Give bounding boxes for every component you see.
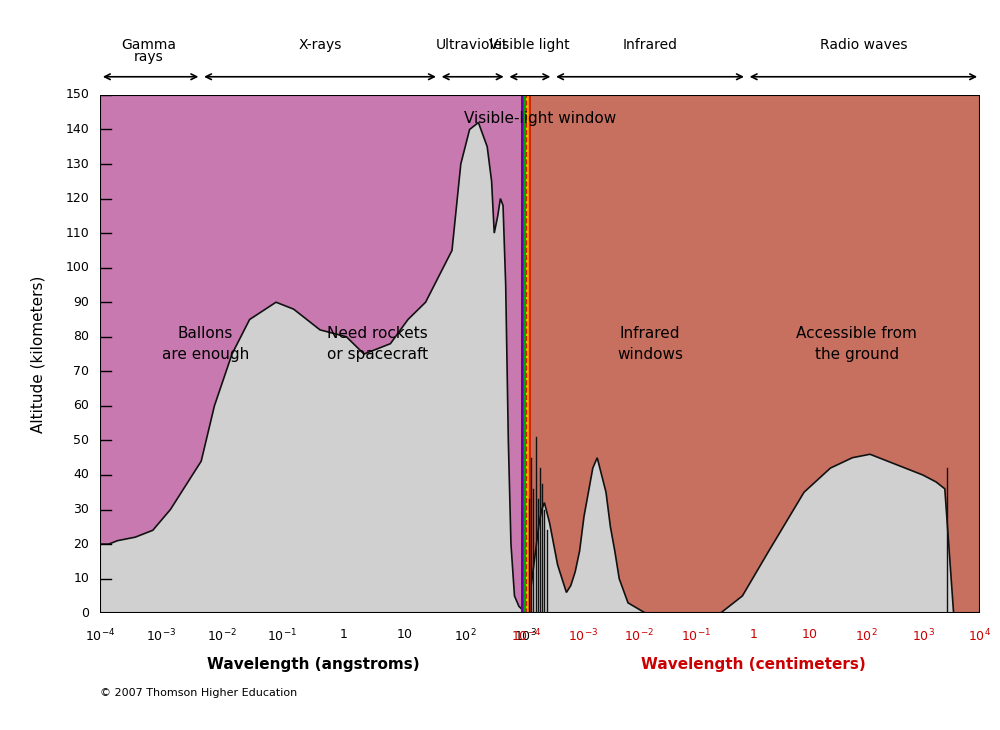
Text: Ultraviolet: Ultraviolet bbox=[436, 39, 508, 53]
Text: 70: 70 bbox=[73, 365, 89, 378]
Text: Accessible from
the ground: Accessible from the ground bbox=[796, 326, 917, 361]
Text: 60: 60 bbox=[74, 399, 89, 412]
Text: Visible-light window: Visible-light window bbox=[464, 112, 616, 126]
Text: 50: 50 bbox=[73, 434, 89, 447]
Text: $10^{4}$: $10^{4}$ bbox=[968, 628, 992, 645]
Text: rays: rays bbox=[134, 50, 163, 64]
Text: 120: 120 bbox=[66, 192, 89, 205]
Text: 130: 130 bbox=[66, 158, 89, 171]
Text: Wavelength (angstroms): Wavelength (angstroms) bbox=[207, 657, 419, 672]
Text: Need rockets
or spacecraft: Need rockets or spacecraft bbox=[327, 326, 428, 361]
Text: Wavelength (centimeters): Wavelength (centimeters) bbox=[641, 657, 865, 672]
Polygon shape bbox=[521, 95, 523, 613]
Polygon shape bbox=[529, 95, 531, 613]
Polygon shape bbox=[526, 95, 528, 613]
Polygon shape bbox=[100, 123, 526, 613]
Polygon shape bbox=[528, 95, 529, 613]
Text: 20: 20 bbox=[74, 537, 89, 550]
Text: $10$: $10$ bbox=[396, 628, 413, 641]
Polygon shape bbox=[524, 95, 526, 613]
Text: © 2007 Thomson Higher Education: © 2007 Thomson Higher Education bbox=[100, 688, 297, 699]
Text: $1$: $1$ bbox=[749, 628, 757, 641]
Text: 90: 90 bbox=[74, 296, 89, 309]
Text: 80: 80 bbox=[73, 330, 89, 343]
Text: $10^{2}$: $10^{2}$ bbox=[454, 628, 476, 645]
Text: 110: 110 bbox=[66, 226, 89, 239]
Text: $10^{-2}$: $10^{-2}$ bbox=[207, 628, 237, 645]
Polygon shape bbox=[526, 454, 980, 613]
Text: $10$: $10$ bbox=[801, 628, 818, 641]
Text: $10^{-3}$: $10^{-3}$ bbox=[146, 628, 176, 645]
Text: Ballons
are enough: Ballons are enough bbox=[162, 326, 249, 361]
Text: $10^{-3}$: $10^{-3}$ bbox=[568, 628, 598, 645]
Text: $10^{3}$: $10^{3}$ bbox=[514, 628, 537, 645]
Text: 10: 10 bbox=[74, 572, 89, 585]
Text: X-rays: X-rays bbox=[298, 39, 342, 53]
FancyBboxPatch shape bbox=[100, 95, 526, 613]
Text: Altitude (kilometers): Altitude (kilometers) bbox=[31, 275, 46, 433]
Text: $10^{-4}$: $10^{-4}$ bbox=[85, 628, 115, 645]
Text: 140: 140 bbox=[66, 123, 89, 136]
Text: 0: 0 bbox=[81, 607, 89, 620]
Text: 150: 150 bbox=[66, 88, 89, 101]
Text: 40: 40 bbox=[74, 469, 89, 482]
FancyBboxPatch shape bbox=[526, 95, 980, 613]
Polygon shape bbox=[523, 95, 524, 613]
Text: Infrared: Infrared bbox=[622, 39, 678, 53]
Text: Radio waves: Radio waves bbox=[820, 39, 908, 53]
Text: $10^{-2}$: $10^{-2}$ bbox=[624, 628, 654, 645]
Text: $10^{-1}$: $10^{-1}$ bbox=[681, 628, 711, 645]
Text: $1$: $1$ bbox=[339, 628, 348, 641]
Text: $10^{-4}$: $10^{-4}$ bbox=[511, 628, 541, 645]
Text: Gamma: Gamma bbox=[121, 39, 176, 53]
Text: $10^{2}$: $10^{2}$ bbox=[855, 628, 878, 645]
Text: 30: 30 bbox=[74, 503, 89, 516]
Text: $10^{3}$: $10^{3}$ bbox=[912, 628, 935, 645]
Text: Infrared
windows: Infrared windows bbox=[617, 326, 683, 361]
Text: $10^{-1}$: $10^{-1}$ bbox=[267, 628, 298, 645]
Text: Visible light: Visible light bbox=[489, 39, 570, 53]
Text: 100: 100 bbox=[66, 261, 89, 274]
